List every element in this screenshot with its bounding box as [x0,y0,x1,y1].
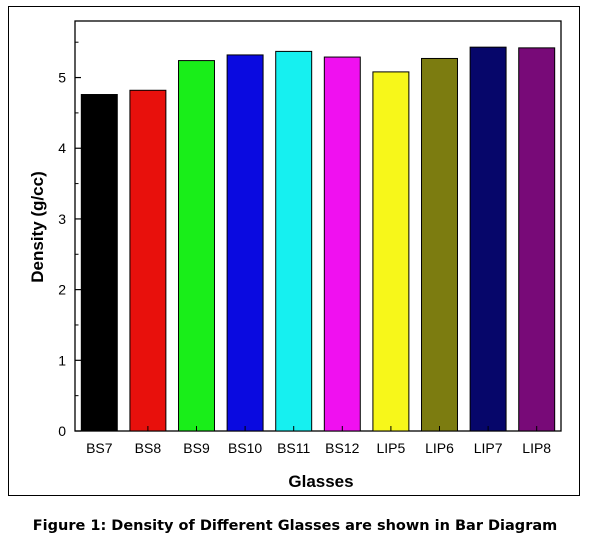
x-tick-label: BS8 [135,440,162,456]
x-tick-label: LIP8 [522,440,551,456]
y-axis-title: Density (g/cc) [28,171,47,282]
y-tick-label: 2 [58,282,66,298]
bar-lip6 [421,57,458,432]
plot-area: 0 1 2 3 4 5 BS7 BS8 BS9 BS10 BS11 BS12 LIP5 LIP6 LIP7 L… [58,20,562,456]
x-tick-label: BS7 [86,440,113,456]
bar-bs7 [80,94,118,432]
bar-lip5 [372,71,410,432]
x-tick-label: BS9 [183,440,210,456]
x-tick-label: LIP7 [474,440,503,456]
x-tick-label: LIP6 [425,440,454,456]
plot-frame [74,20,562,432]
x-tick-label: BS11 [277,440,310,456]
bar-bs9 [178,60,215,432]
bar-lip7 [469,46,507,432]
bar-lip8 [518,47,556,432]
x-tick-label: BS10 [228,440,262,456]
bar-bs10 [226,54,264,432]
y-tick-label: 3 [58,211,66,227]
x-tick-label: LIP5 [376,440,405,456]
y-tick-label: 1 [58,352,66,368]
y-tick-label: 5 [58,70,66,86]
x-axis-title: Glasses [288,472,353,491]
x-tick-label: BS12 [325,440,359,456]
figure-frame: 0 1 2 3 4 5 BS7 BS8 BS9 BS10 BS11 BS12 LIP5 LIP6 LIP7 L… [8,6,580,496]
bar-bs11 [275,50,313,432]
figure-caption: Figure 1: Density of Different Glasses a… [32,518,558,534]
bar-bs8 [129,89,167,432]
y-tick-label: 0 [58,423,66,439]
bar-chart: 0 1 2 3 4 5 BS7 BS8 BS9 BS10 BS11 BS12 LIP5 LIP6 LIP7 L… [28,20,562,491]
bar-bs12 [323,56,361,432]
y-tick-label: 4 [58,140,66,156]
